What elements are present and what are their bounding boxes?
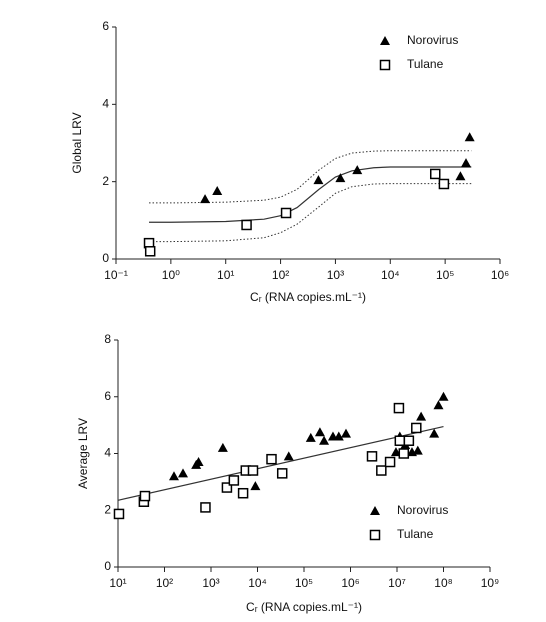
y-tick-label: 4	[102, 97, 109, 111]
x-tick-label: 10⁵	[436, 268, 454, 282]
square-point	[398, 448, 410, 459]
square-point	[394, 435, 406, 446]
triangle-point	[319, 435, 330, 445]
x-tick-label: 10⁹	[481, 576, 500, 590]
fit-line	[149, 150, 472, 204]
triangle-point	[412, 445, 423, 455]
x-tick-label: 10¹	[217, 268, 234, 282]
y-tick-label: 8	[104, 332, 111, 346]
square-point	[384, 456, 396, 468]
legend-label: Norovirus	[407, 33, 458, 47]
square-point	[280, 207, 292, 219]
x-tick-label: 10⁵	[295, 576, 313, 590]
y-tick-label: 6	[102, 19, 109, 33]
x-tick-label: 10⁻¹	[104, 268, 128, 282]
x-tick-label: 10²	[156, 576, 173, 590]
x-tick-label: 10⁴	[248, 576, 267, 590]
x-tick-label: 10³	[202, 576, 219, 590]
triangle-point	[313, 175, 324, 185]
triangle-point	[200, 194, 211, 204]
square-point	[139, 490, 151, 502]
triangle-point	[380, 36, 390, 45]
x-axis-title: Cᵣ (RNA copies.mL⁻¹)	[246, 600, 362, 614]
triangle-point	[250, 481, 261, 491]
triangle-point	[416, 411, 427, 421]
triangle-point	[340, 428, 351, 438]
square-point	[438, 178, 450, 190]
square-point	[429, 168, 441, 180]
triangle-point	[352, 165, 363, 175]
triangle-point	[335, 173, 346, 183]
triangle-point	[370, 506, 380, 515]
square-point	[237, 487, 249, 499]
x-tick-label: 10⁷	[388, 576, 406, 590]
x-tick-label: 10⁰	[162, 268, 180, 282]
square-point	[366, 451, 378, 462]
square-point	[376, 465, 387, 476]
y-tick-label: 2	[104, 502, 111, 516]
square-point	[276, 468, 288, 479]
square-point	[144, 246, 156, 257]
square-point	[379, 59, 391, 71]
x-tick-label: 10⁴	[381, 268, 400, 282]
square-point	[247, 465, 259, 476]
x-tick-label: 10⁶	[341, 576, 359, 590]
x-tick-label: 10⁶	[491, 268, 509, 282]
y-tick-label: 0	[104, 559, 111, 573]
triangle-point	[168, 471, 179, 481]
y-tick-label: 4	[104, 446, 111, 460]
triangle-point	[390, 447, 401, 457]
square-point	[228, 475, 240, 486]
triangle-point	[464, 132, 475, 142]
triangle-point	[283, 451, 294, 461]
x-tick-label: 10²	[272, 268, 289, 282]
square-point	[221, 482, 233, 493]
y-tick-label: 2	[102, 174, 109, 188]
triangle-point	[429, 428, 440, 438]
square-point	[369, 529, 381, 541]
x-tick-label: 10³	[327, 268, 344, 282]
triangle-point	[178, 468, 189, 478]
triangle-point	[461, 158, 472, 168]
triangle-point	[217, 442, 228, 452]
y-axis-title: Average LRV	[76, 418, 90, 489]
x-tick-label: 10⁸	[434, 576, 452, 590]
square-point	[200, 502, 211, 513]
fit-line	[117, 425, 444, 501]
x-tick-label: 10¹	[109, 576, 126, 590]
y-axis-title: Global LRV	[70, 112, 84, 173]
square-point	[241, 219, 252, 231]
triangle-point	[455, 171, 466, 181]
legend-label: Tulane	[407, 57, 444, 71]
square-point	[403, 435, 415, 446]
legend-label: Norovirus	[397, 503, 448, 517]
triangle-point	[333, 431, 344, 441]
triangle-point	[438, 391, 449, 401]
legend-label: Tulane	[397, 527, 434, 541]
triangle-point	[433, 400, 444, 410]
triangle-point	[212, 185, 223, 195]
triangle-point	[193, 457, 204, 467]
triangle-point	[314, 427, 325, 437]
fit-line	[149, 166, 472, 223]
square-point	[411, 422, 422, 434]
y-tick-label: 0	[102, 251, 109, 265]
fit-line	[149, 183, 472, 243]
square-point	[113, 508, 125, 520]
square-point	[393, 402, 405, 414]
y-tick-label: 6	[104, 389, 111, 403]
triangle-point	[305, 432, 316, 442]
x-axis-title: Cᵣ (RNA copies.mL⁻¹)	[250, 290, 366, 304]
square-point	[266, 453, 277, 465]
